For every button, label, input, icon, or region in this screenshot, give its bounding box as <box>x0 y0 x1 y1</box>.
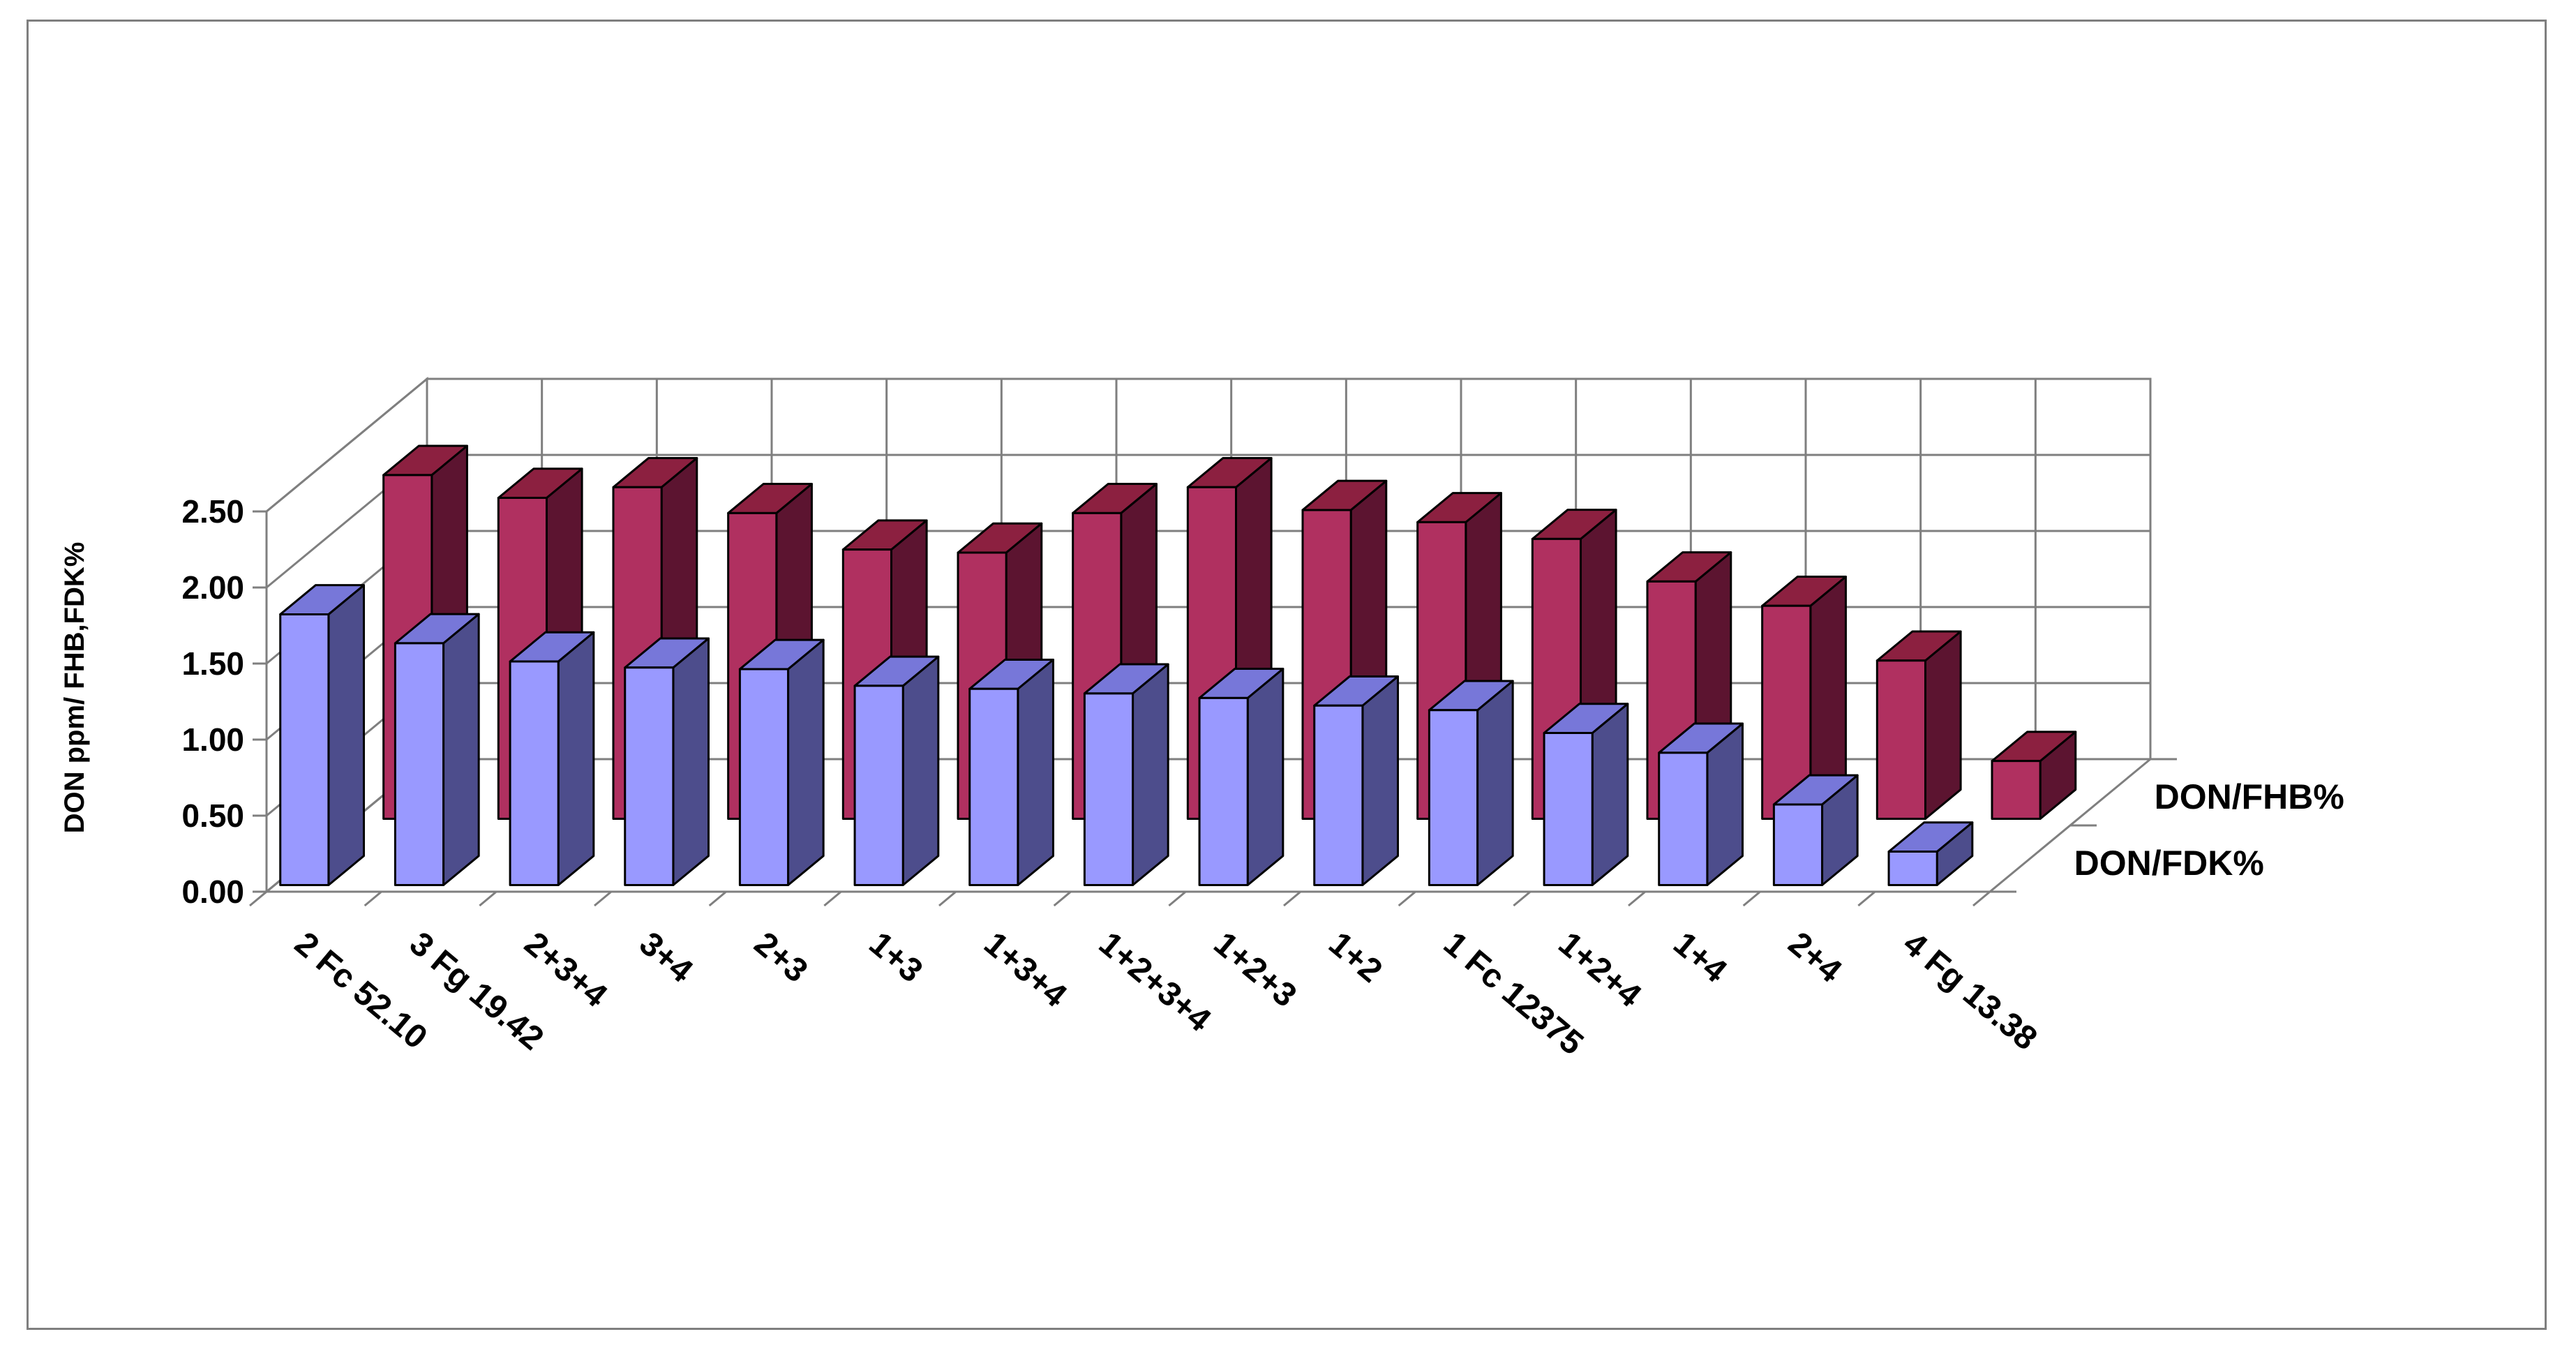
x-tick-label: 3+4 <box>632 925 700 990</box>
bar-fdk <box>1887 821 1974 886</box>
x-tick-mark <box>1742 890 1761 907</box>
bar-side <box>1924 630 1962 820</box>
bar-side <box>1476 680 1514 886</box>
bar-fdk <box>624 637 710 886</box>
x-tick-mark <box>1513 890 1532 907</box>
bar-fdk <box>853 655 940 886</box>
bar-fdk <box>1658 722 1744 886</box>
bar-front <box>279 613 330 886</box>
bar-fhb <box>1761 576 1847 820</box>
series-label-fdk: DON/FDK% <box>2074 844 2264 883</box>
bar-fdk <box>279 584 365 886</box>
x-tick-label: 4 Fg 13.38 <box>1896 925 2044 1058</box>
bar-fdk <box>1313 675 1399 886</box>
x-tick-mark <box>823 890 842 907</box>
bar-fhb <box>1991 731 2077 820</box>
x-tick-mark <box>364 890 382 907</box>
bar-fhb <box>1875 630 1962 820</box>
bar-fdk <box>1772 774 1859 886</box>
bar-front <box>1543 732 1594 886</box>
bar-fdk <box>738 638 825 886</box>
x-tick-mark <box>708 890 727 907</box>
bar-fdk <box>1198 668 1285 886</box>
bar-side <box>1591 703 1629 886</box>
x-tick-label: 2+3+4 <box>518 925 615 1015</box>
bar-side <box>787 638 825 886</box>
bar-fdk <box>1428 680 1514 886</box>
x-tick-mark <box>1168 890 1187 907</box>
bar-front <box>509 660 560 886</box>
bar-front <box>1083 692 1135 886</box>
bar-front <box>968 687 1019 886</box>
bar-side <box>1132 663 1169 886</box>
x-axis-labels: 2 Fc 52.103 Fg 19.422+3+4 3+4 2+3 1+3 1+3+4 1… <box>287 925 2044 1063</box>
x-tick-mark <box>1972 890 1991 907</box>
x-tick-label: 1+3+4 <box>977 925 1074 1015</box>
bar-front <box>853 684 904 886</box>
bar-side <box>672 637 710 886</box>
x-tick-mark <box>1283 890 1301 907</box>
y-tick-label: 1.00 <box>181 721 244 758</box>
bar-fdk <box>968 658 1054 886</box>
x-tick-mark <box>1628 890 1646 907</box>
x-tick-label: 2+3 <box>747 925 814 990</box>
x-tick-mark <box>1857 890 1876 907</box>
x-tick-label: 1+2+3 <box>1207 925 1303 1015</box>
x-tick-mark <box>1053 890 1072 907</box>
x-tick-mark <box>594 890 612 907</box>
y-tick-label: 0.50 <box>181 798 244 834</box>
x-tick-mark <box>249 890 267 907</box>
x-tick-label: 1+2+3+4 <box>1092 925 1218 1039</box>
x-tick-mark <box>1398 890 1416 907</box>
bar-side <box>442 613 480 886</box>
bar-fdk <box>1543 703 1629 886</box>
bar-front <box>1198 696 1249 886</box>
bar-side <box>901 655 940 886</box>
bar-side <box>1361 675 1399 886</box>
x-tick-label: 2+4 <box>1781 925 1849 990</box>
bar-fdk <box>509 631 595 886</box>
bar-side <box>1246 668 1285 886</box>
y-tick-label: 2.00 <box>181 569 244 606</box>
y-axis-ticks: 0.00 0.50 1.00 1.50 2.00 2.50 <box>181 493 267 910</box>
x-tick-label: 1+3 <box>862 925 929 990</box>
x-tick-label: 1+2+4 <box>1552 925 1649 1015</box>
x-tick-mark <box>479 890 497 907</box>
bar-side <box>1017 658 1054 886</box>
x-tick-mark <box>938 890 957 907</box>
bar-front <box>1428 709 1479 886</box>
x-tick-label: 1+2 <box>1321 925 1388 990</box>
bar-front <box>624 666 675 886</box>
bar-front <box>1313 704 1364 886</box>
bar-front <box>1887 851 1938 886</box>
series-fdk-bars <box>279 584 1974 886</box>
bar-side <box>557 631 595 886</box>
y-tick-label: 0.00 <box>181 874 244 910</box>
chart-floor <box>249 758 2177 907</box>
series-label-fhb: DON/FHB% <box>2155 777 2344 816</box>
bar-front <box>738 668 790 886</box>
y-axis-title: DON ppm/ FHB,FDK% <box>59 542 90 834</box>
bar-front <box>1658 751 1709 886</box>
bar-fdk <box>1083 663 1169 886</box>
bar-front <box>1991 760 2042 820</box>
bar-front <box>1772 803 1824 886</box>
bar-fdk <box>394 613 480 886</box>
x-tick-label: 1+4 <box>1666 925 1734 990</box>
y-tick-label: 1.50 <box>181 645 244 682</box>
bar-front <box>1875 659 1926 820</box>
y-tick-label: 2.50 <box>181 493 244 530</box>
bar-front <box>394 642 445 886</box>
bar-side <box>327 584 365 886</box>
